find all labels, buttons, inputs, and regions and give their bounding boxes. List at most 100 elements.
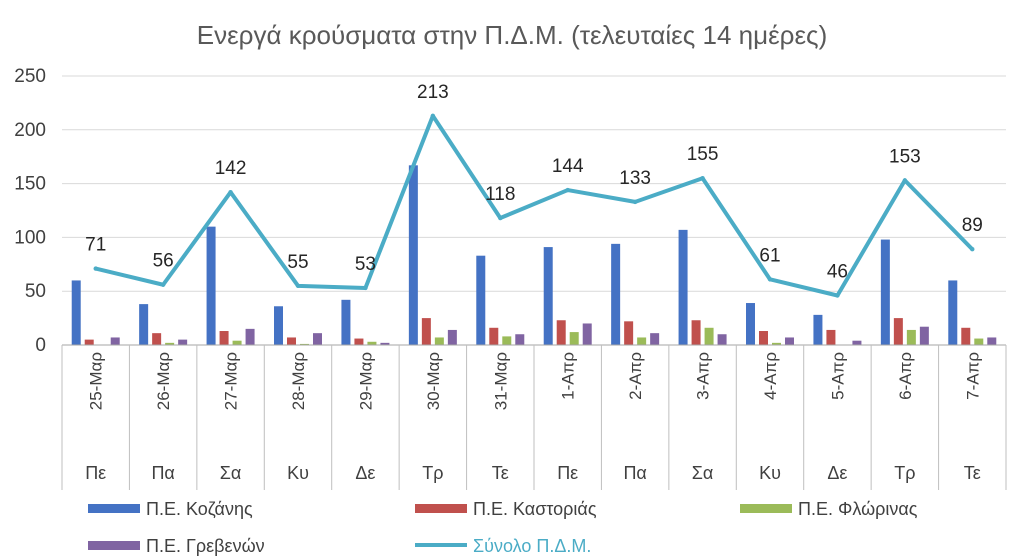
bar xyxy=(880,239,890,345)
bar xyxy=(341,299,351,345)
line-point xyxy=(93,266,98,271)
bar xyxy=(556,320,566,345)
day-label: Δε xyxy=(355,463,375,483)
legend-label: Π.Ε. Γρεβενών xyxy=(146,536,265,556)
x-tick-label: 29-Μαρ xyxy=(356,352,375,410)
bar xyxy=(650,333,660,345)
day-label: Τε xyxy=(492,463,509,483)
bar xyxy=(717,334,727,345)
data-label: 53 xyxy=(355,254,376,275)
y-tick-label: 150 xyxy=(14,174,46,195)
data-labels: 71 56 142 55 53 213 118 144 133 155 61 46 153 89 xyxy=(85,82,983,283)
bar xyxy=(434,337,444,345)
gridlines xyxy=(62,75,1006,292)
legend-swatch xyxy=(740,504,792,513)
x-tick-label: 5-Απρ xyxy=(828,352,847,400)
x-tick-label: 3-Απρ xyxy=(694,352,713,400)
bar xyxy=(447,329,457,345)
day-label: Τρ xyxy=(422,463,443,483)
data-label: 144 xyxy=(552,156,584,177)
data-label: 213 xyxy=(417,82,449,103)
x-tick-label: 25-Μαρ xyxy=(87,352,106,410)
bar xyxy=(502,336,512,345)
legend-label: Π.Ε. Καστοριάς xyxy=(473,499,597,519)
line-point xyxy=(835,293,840,298)
line-point xyxy=(430,113,436,119)
total-line xyxy=(93,113,975,298)
series-line xyxy=(95,113,974,298)
bar xyxy=(746,303,755,345)
line-point xyxy=(565,187,570,193)
legend-swatch xyxy=(415,504,467,513)
day-label: Τρ xyxy=(894,463,915,483)
legend: Π.Ε. Κοζάνης Π.Ε. Καστοριάς Π.Ε. Φλώρινας Π… xyxy=(88,499,918,556)
data-label: 142 xyxy=(215,158,247,179)
line-point xyxy=(160,282,166,287)
bar xyxy=(380,342,390,345)
bar xyxy=(165,342,175,345)
data-label: 56 xyxy=(153,251,174,272)
day-label: Σα xyxy=(692,463,714,483)
line-point xyxy=(767,277,773,282)
bar xyxy=(919,326,929,345)
legend-label: Σύνολο Π.Δ.Μ. xyxy=(473,536,591,556)
day-label: Πα xyxy=(623,463,646,483)
day-label: Πε xyxy=(85,463,106,483)
x-tick-label: 31-Μαρ xyxy=(491,352,510,410)
bar xyxy=(852,340,862,345)
day-label: Δε xyxy=(827,463,847,483)
bar xyxy=(219,331,229,345)
bar xyxy=(476,255,486,345)
bar xyxy=(826,329,836,345)
bar xyxy=(84,339,94,345)
bar xyxy=(624,321,634,345)
line-point xyxy=(363,285,368,291)
bar xyxy=(582,323,592,345)
bar xyxy=(139,304,149,345)
bar xyxy=(704,327,714,345)
x-tick-label: 4-Απρ xyxy=(761,352,780,400)
bar xyxy=(274,306,283,345)
bar xyxy=(691,320,701,345)
x-tick-label: 26-Μαρ xyxy=(154,352,173,410)
bar xyxy=(893,318,903,345)
line-point xyxy=(498,215,503,221)
line-point xyxy=(970,247,975,252)
line-point xyxy=(295,283,301,289)
bar xyxy=(948,280,958,345)
x-tick-label: 1-Απρ xyxy=(559,352,578,400)
bar xyxy=(178,339,188,345)
bar xyxy=(245,328,255,345)
bar xyxy=(785,337,794,345)
legend-swatch xyxy=(88,504,140,513)
bar xyxy=(367,341,377,345)
day-label: Σα xyxy=(220,463,242,483)
line-point xyxy=(902,178,908,183)
bar xyxy=(759,331,768,345)
bar xyxy=(110,337,120,345)
bar xyxy=(152,333,162,345)
x-tick-label: 6-Απρ xyxy=(896,352,915,400)
line-point xyxy=(228,190,233,195)
legend-label: Π.Ε. Φλώρινας xyxy=(798,499,918,519)
bar xyxy=(421,318,431,345)
data-label: 71 xyxy=(85,235,106,256)
line-point xyxy=(700,176,705,181)
bar xyxy=(515,334,525,345)
bar xyxy=(489,327,499,345)
bar xyxy=(813,314,823,345)
day-label: Πε xyxy=(557,463,578,483)
bars xyxy=(71,165,997,345)
bar xyxy=(772,342,781,345)
legend-label: Π.Ε. Κοζάνης xyxy=(146,499,253,519)
y-tick-label: 0 xyxy=(35,335,46,356)
x-tick-label: 27-Μαρ xyxy=(222,352,241,410)
bar xyxy=(611,243,621,345)
bar xyxy=(987,337,997,345)
data-label: 61 xyxy=(759,245,780,266)
bar xyxy=(313,333,322,345)
data-label: 89 xyxy=(962,215,983,236)
bar xyxy=(206,226,216,345)
